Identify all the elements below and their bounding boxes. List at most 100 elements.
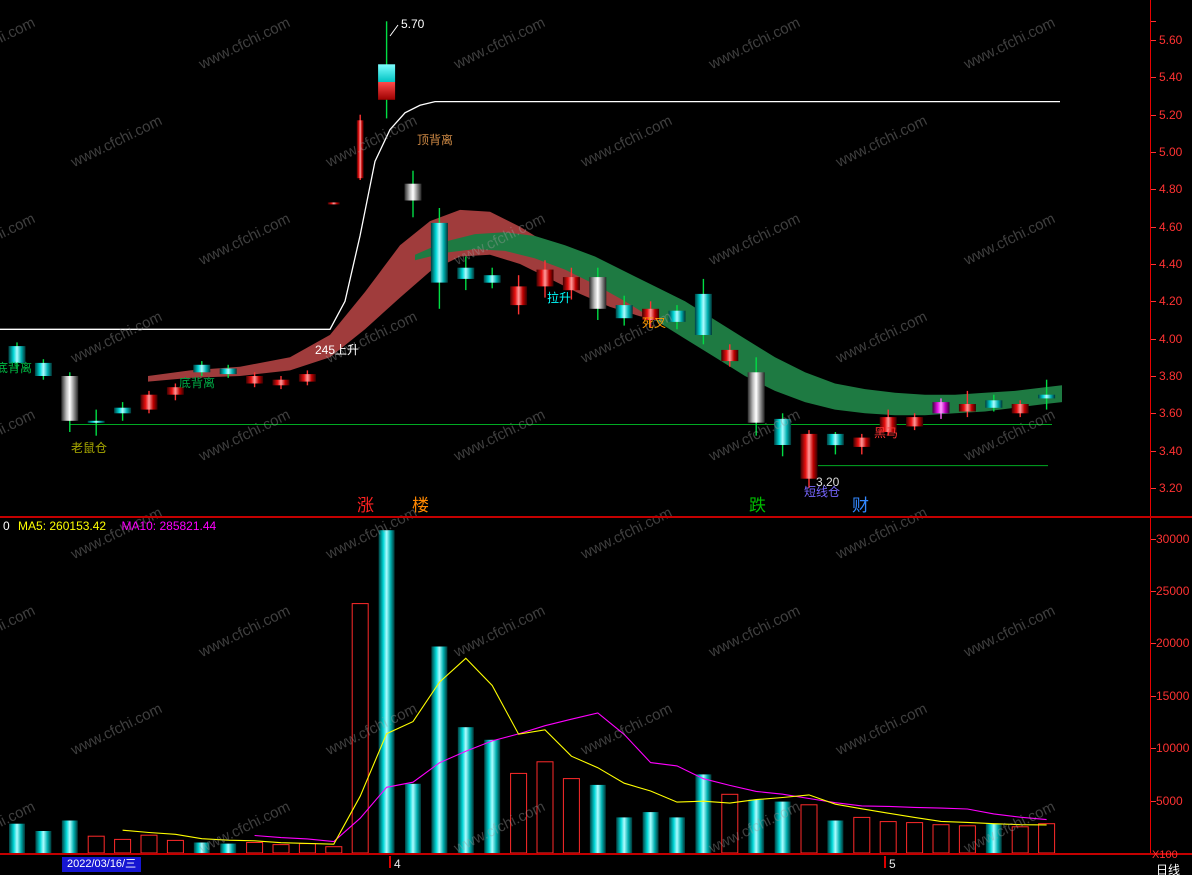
- candle-body[interactable]: [906, 417, 924, 427]
- candle-body[interactable]: [536, 269, 554, 287]
- candle-body[interactable]: [589, 277, 607, 309]
- price-axis-tick: [1151, 151, 1156, 153]
- candle-body[interactable]: [378, 64, 396, 100]
- volume-bar[interactable]: [853, 816, 871, 853]
- price-axis-tick: [1151, 301, 1156, 303]
- volume-bar[interactable]: [958, 825, 976, 853]
- volume-bar[interactable]: [166, 839, 184, 853]
- candle-body[interactable]: [721, 349, 739, 362]
- candle-body[interactable]: [642, 308, 660, 320]
- volume-bar[interactable]: [484, 739, 501, 853]
- volume-bar[interactable]: [536, 761, 554, 853]
- volume-bar[interactable]: [246, 842, 264, 854]
- price-axis-label: 3.20: [1159, 481, 1183, 495]
- volume-bar[interactable]: [220, 843, 237, 853]
- candle-body[interactable]: [404, 183, 422, 201]
- candle-body[interactable]: [298, 374, 316, 382]
- volume-bar[interactable]: [510, 772, 528, 853]
- volume-bar[interactable]: [193, 842, 210, 854]
- volume-bar[interactable]: [774, 801, 791, 853]
- candle-body[interactable]: [457, 267, 475, 279]
- volume-bar[interactable]: [589, 784, 606, 853]
- month-tick-label[interactable]: 5: [889, 857, 896, 871]
- candle-body[interactable]: [140, 394, 158, 410]
- volume-pane[interactable]: [0, 517, 1150, 853]
- volume-bar[interactable]: [1011, 826, 1029, 853]
- price-axis: 5.60 5.40 5.20 5.00 4.80 4.60 4.40 4.20 4.00 3.80…: [1150, 0, 1192, 875]
- candle-body[interactable]: [166, 387, 184, 395]
- volume-bar[interactable]: [985, 823, 1002, 853]
- date-label[interactable]: 2022/03/16/三: [62, 857, 142, 872]
- ma10-readout: MA10: 285821.44: [121, 519, 217, 533]
- volume-bar[interactable]: [140, 834, 158, 853]
- volume-bar[interactable]: [351, 603, 369, 853]
- candle-body[interactable]: [932, 402, 950, 414]
- volume-bar[interactable]: [562, 778, 580, 853]
- volume-bar[interactable]: [642, 812, 659, 853]
- price-axis-label: 4.80: [1159, 182, 1183, 197]
- candle-body[interactable]: [985, 400, 1003, 408]
- volume-axis-label: 15000: [1156, 688, 1190, 703]
- candle-body[interactable]: [668, 310, 686, 322]
- price-axis-label: 5.60: [1159, 32, 1183, 47]
- volume-bar[interactable]: [695, 774, 712, 853]
- volume-bar[interactable]: [405, 783, 421, 853]
- volume-bar[interactable]: [61, 820, 78, 854]
- candle-body[interactable]: [430, 222, 448, 283]
- volume-axis-label: 10000: [1156, 741, 1190, 756]
- candle-body[interactable]: [327, 202, 340, 205]
- candle-body[interactable]: [34, 362, 52, 376]
- price-axis-tick: [1151, 413, 1156, 415]
- candle-body[interactable]: [193, 364, 211, 373]
- candle-body[interactable]: [483, 275, 501, 283]
- volume-bar[interactable]: [748, 799, 765, 853]
- volume-bar[interactable]: [87, 835, 105, 853]
- period-label[interactable]: 日线: [1156, 863, 1181, 875]
- candle-body[interactable]: [356, 120, 364, 179]
- candle-body[interactable]: [694, 293, 712, 335]
- candle-body[interactable]: [8, 346, 26, 363]
- candle-body[interactable]: [1038, 394, 1056, 399]
- candle-body[interactable]: [747, 372, 765, 423]
- candle-body[interactable]: [246, 376, 264, 384]
- candle-body[interactable]: [615, 305, 633, 319]
- candle-body[interactable]: [114, 407, 132, 414]
- candle-body[interactable]: [1011, 404, 1029, 414]
- volume-bar[interactable]: [906, 822, 924, 853]
- month-tick-label[interactable]: 4: [394, 857, 401, 871]
- price-pane[interactable]: [0, 0, 1150, 517]
- volume-bar[interactable]: [932, 824, 950, 853]
- candle-body[interactable]: [272, 379, 290, 386]
- volume-bar[interactable]: [272, 844, 290, 853]
- volume-axis-tick: [1151, 591, 1156, 592]
- volume-axis-label: 25000: [1156, 584, 1190, 598]
- volume-bar[interactable]: [114, 838, 132, 853]
- volume-bar[interactable]: [1038, 823, 1056, 853]
- candle-body[interactable]: [958, 404, 976, 412]
- price-axis-tick: [1151, 114, 1156, 116]
- candle-body[interactable]: [61, 376, 79, 421]
- volume-bar[interactable]: [431, 646, 448, 854]
- volume-bar[interactable]: [879, 821, 897, 853]
- candle-body[interactable]: [879, 417, 897, 432]
- volume-bar[interactable]: [457, 727, 474, 853]
- volume-bar[interactable]: [9, 823, 25, 853]
- candle-body[interactable]: [87, 420, 105, 423]
- volume-bar[interactable]: [325, 846, 343, 853]
- price-axis-label: 4.20: [1159, 294, 1183, 309]
- volume-bar[interactable]: [298, 843, 316, 853]
- candle-body[interactable]: [853, 437, 871, 447]
- candle-body[interactable]: [562, 277, 580, 291]
- volume-axis-tick: [1151, 800, 1156, 802]
- candle-body[interactable]: [774, 418, 792, 445]
- candle-body[interactable]: [826, 433, 844, 446]
- volume-bar[interactable]: [800, 804, 818, 853]
- volume-bar[interactable]: [35, 831, 52, 853]
- candle-body[interactable]: [219, 368, 237, 375]
- candle-body[interactable]: [510, 286, 528, 306]
- volume-bar[interactable]: [669, 817, 685, 853]
- volume-bar[interactable]: [616, 817, 633, 853]
- volume-bar[interactable]: [827, 820, 844, 854]
- volume-bar[interactable]: [378, 530, 395, 853]
- candle-body[interactable]: [800, 433, 818, 479]
